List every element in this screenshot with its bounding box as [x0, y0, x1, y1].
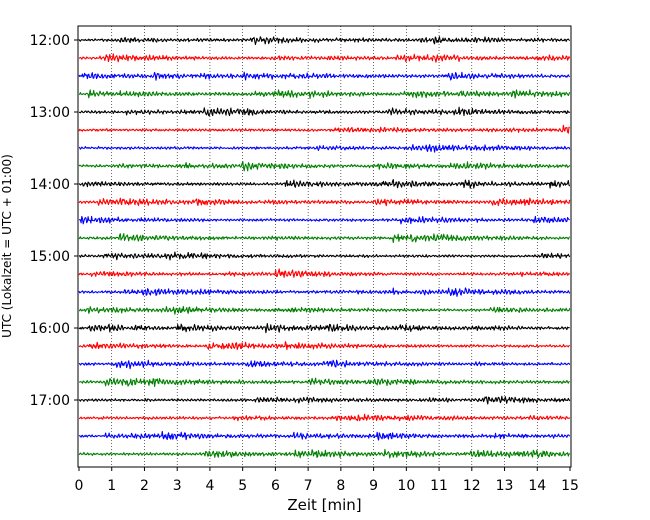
y-tick-label-1500: 15:00: [30, 249, 70, 265]
trace-1500: [78, 251, 571, 261]
trace-1415: [78, 197, 571, 207]
trace-1515: [78, 268, 571, 278]
y-ticks: 12:00 13:00 14:00 15:00 16:00 17:00: [30, 33, 78, 409]
trace-1700: [78, 395, 571, 405]
trace-1530: [78, 287, 571, 297]
trace-1315: [78, 124, 571, 134]
x-tick-label-3: 3: [173, 478, 182, 494]
trace-1430: [78, 215, 570, 225]
x-tick-label-1: 1: [107, 478, 116, 494]
x-tick-label-11: 11: [430, 478, 448, 494]
trace-1645: [78, 377, 570, 387]
trace-1715: [78, 413, 571, 422]
y-axis-label: UTC (Lokalzeit = UTC + 01:00): [0, 154, 14, 338]
x-tick-label-12: 12: [463, 478, 481, 494]
x-tick-label-9: 9: [369, 478, 378, 494]
y-tick-label-1200: 12:00: [30, 33, 70, 49]
trace-layer: [78, 36, 571, 459]
trace-1215: [78, 53, 571, 63]
x-tick-label-14: 14: [528, 478, 546, 494]
x-tick-label-6: 6: [271, 478, 280, 494]
trace-1245: [78, 89, 571, 100]
trace-1345: [78, 161, 571, 172]
x-tick-label-5: 5: [238, 478, 247, 494]
trace-1400: [78, 179, 571, 189]
x-tick-label-15: 15: [561, 478, 579, 494]
trace-1200: [78, 36, 571, 46]
y-tick-label-1700: 17:00: [30, 393, 70, 409]
trace-1745: [78, 448, 571, 459]
y-tick-label-1600: 16:00: [30, 321, 70, 337]
trace-1600: [78, 323, 570, 334]
trace-1300: [78, 106, 571, 117]
trace-1630: [78, 359, 571, 370]
x-tick-label-4: 4: [205, 478, 214, 494]
plot-frame: [77, 25, 572, 468]
y-tick-label-1300: 13:00: [30, 105, 70, 121]
trace-1445: [78, 233, 571, 244]
x-tick-label-8: 8: [336, 478, 345, 494]
x-tick-label-7: 7: [304, 478, 313, 494]
trace-1545: [78, 305, 571, 315]
trace-1615: [78, 341, 571, 351]
trace-1730: [78, 430, 571, 441]
x-tick-label-0: 0: [75, 478, 84, 494]
x-tick-label-13: 13: [496, 478, 514, 494]
trace-1230: [78, 71, 571, 81]
x-ticks: 0 1 2 3 4 5 6 7 8 9 10 11 12 13 14 15: [75, 467, 579, 494]
x-tick-label-2: 2: [140, 478, 149, 494]
trace-1330: [78, 144, 571, 153]
y-tick-label-1400: 14:00: [30, 177, 70, 193]
x-axis-label: Zeit [min]: [287, 496, 361, 514]
x-tick-label-10: 10: [397, 478, 415, 494]
